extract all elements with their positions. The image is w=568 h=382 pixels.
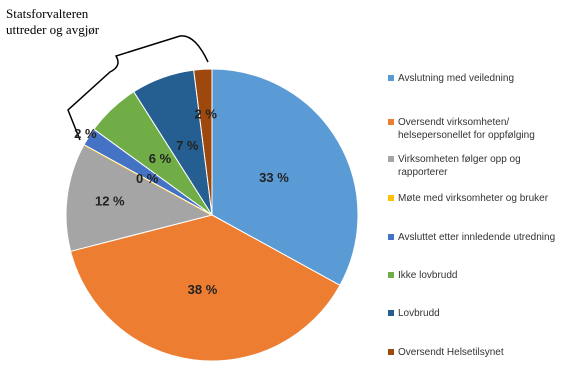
pie-slice <box>65 143 214 252</box>
data-label: 2 % <box>195 107 218 122</box>
bracket <box>67 35 209 141</box>
data-label: 12 % <box>95 194 125 209</box>
legend-item: Oversendt virksomheten/ helsepersonellet… <box>388 116 558 142</box>
data-label: 33 % <box>259 170 289 185</box>
legend-label: Virksomheten følger opp og rapporterer <box>398 154 521 178</box>
legend-swatch <box>388 75 394 81</box>
legend-label: Avslutning med veiledning <box>398 73 515 84</box>
legend-item: Oversendt Helsetilsynet <box>388 346 558 359</box>
legend-item: Lovbrudd <box>388 307 558 320</box>
data-label: 2 % <box>74 126 97 141</box>
legend-swatch <box>388 156 394 162</box>
legend-label: Ikke lovbrudd <box>398 270 458 281</box>
legend-label: Oversendt Helsetilsynet <box>398 347 504 358</box>
legend-swatch <box>388 272 394 278</box>
legend-label: Oversendt virksomheten/ helsepersonellet… <box>398 117 535 141</box>
legend-label: Avsluttet etter innledende utredning <box>398 232 556 243</box>
legend-label: Lovbrudd <box>398 308 440 319</box>
pie-slice <box>211 68 359 287</box>
data-label: 38 % <box>188 282 218 297</box>
legend-swatch <box>388 349 394 355</box>
legend-item: Avsluttet etter innledende utredning <box>388 231 558 244</box>
pie-slice <box>193 68 213 216</box>
legend-swatch <box>388 195 394 201</box>
legend-item: Møte med virksomheter og bruker <box>388 192 558 205</box>
legend-item: Virksomheten følger opp og rapporterer <box>388 153 558 179</box>
legend-swatch <box>388 119 394 125</box>
legend-item: Avslutning med veiledning <box>388 72 558 85</box>
legend-label: Møte med virksomheter og bruker <box>398 193 549 204</box>
legend-swatch <box>388 234 394 240</box>
annotation: Statsforvalteren <box>6 6 89 21</box>
pie-slice <box>69 214 341 362</box>
data-label: 6 % <box>149 151 172 166</box>
annotation: uttreder og avgjør <box>6 22 100 37</box>
data-label: 0 % <box>136 171 159 186</box>
legend-swatch <box>388 310 394 316</box>
legend-item: Ikke lovbrudd <box>388 269 558 282</box>
data-label: 7 % <box>176 138 199 153</box>
